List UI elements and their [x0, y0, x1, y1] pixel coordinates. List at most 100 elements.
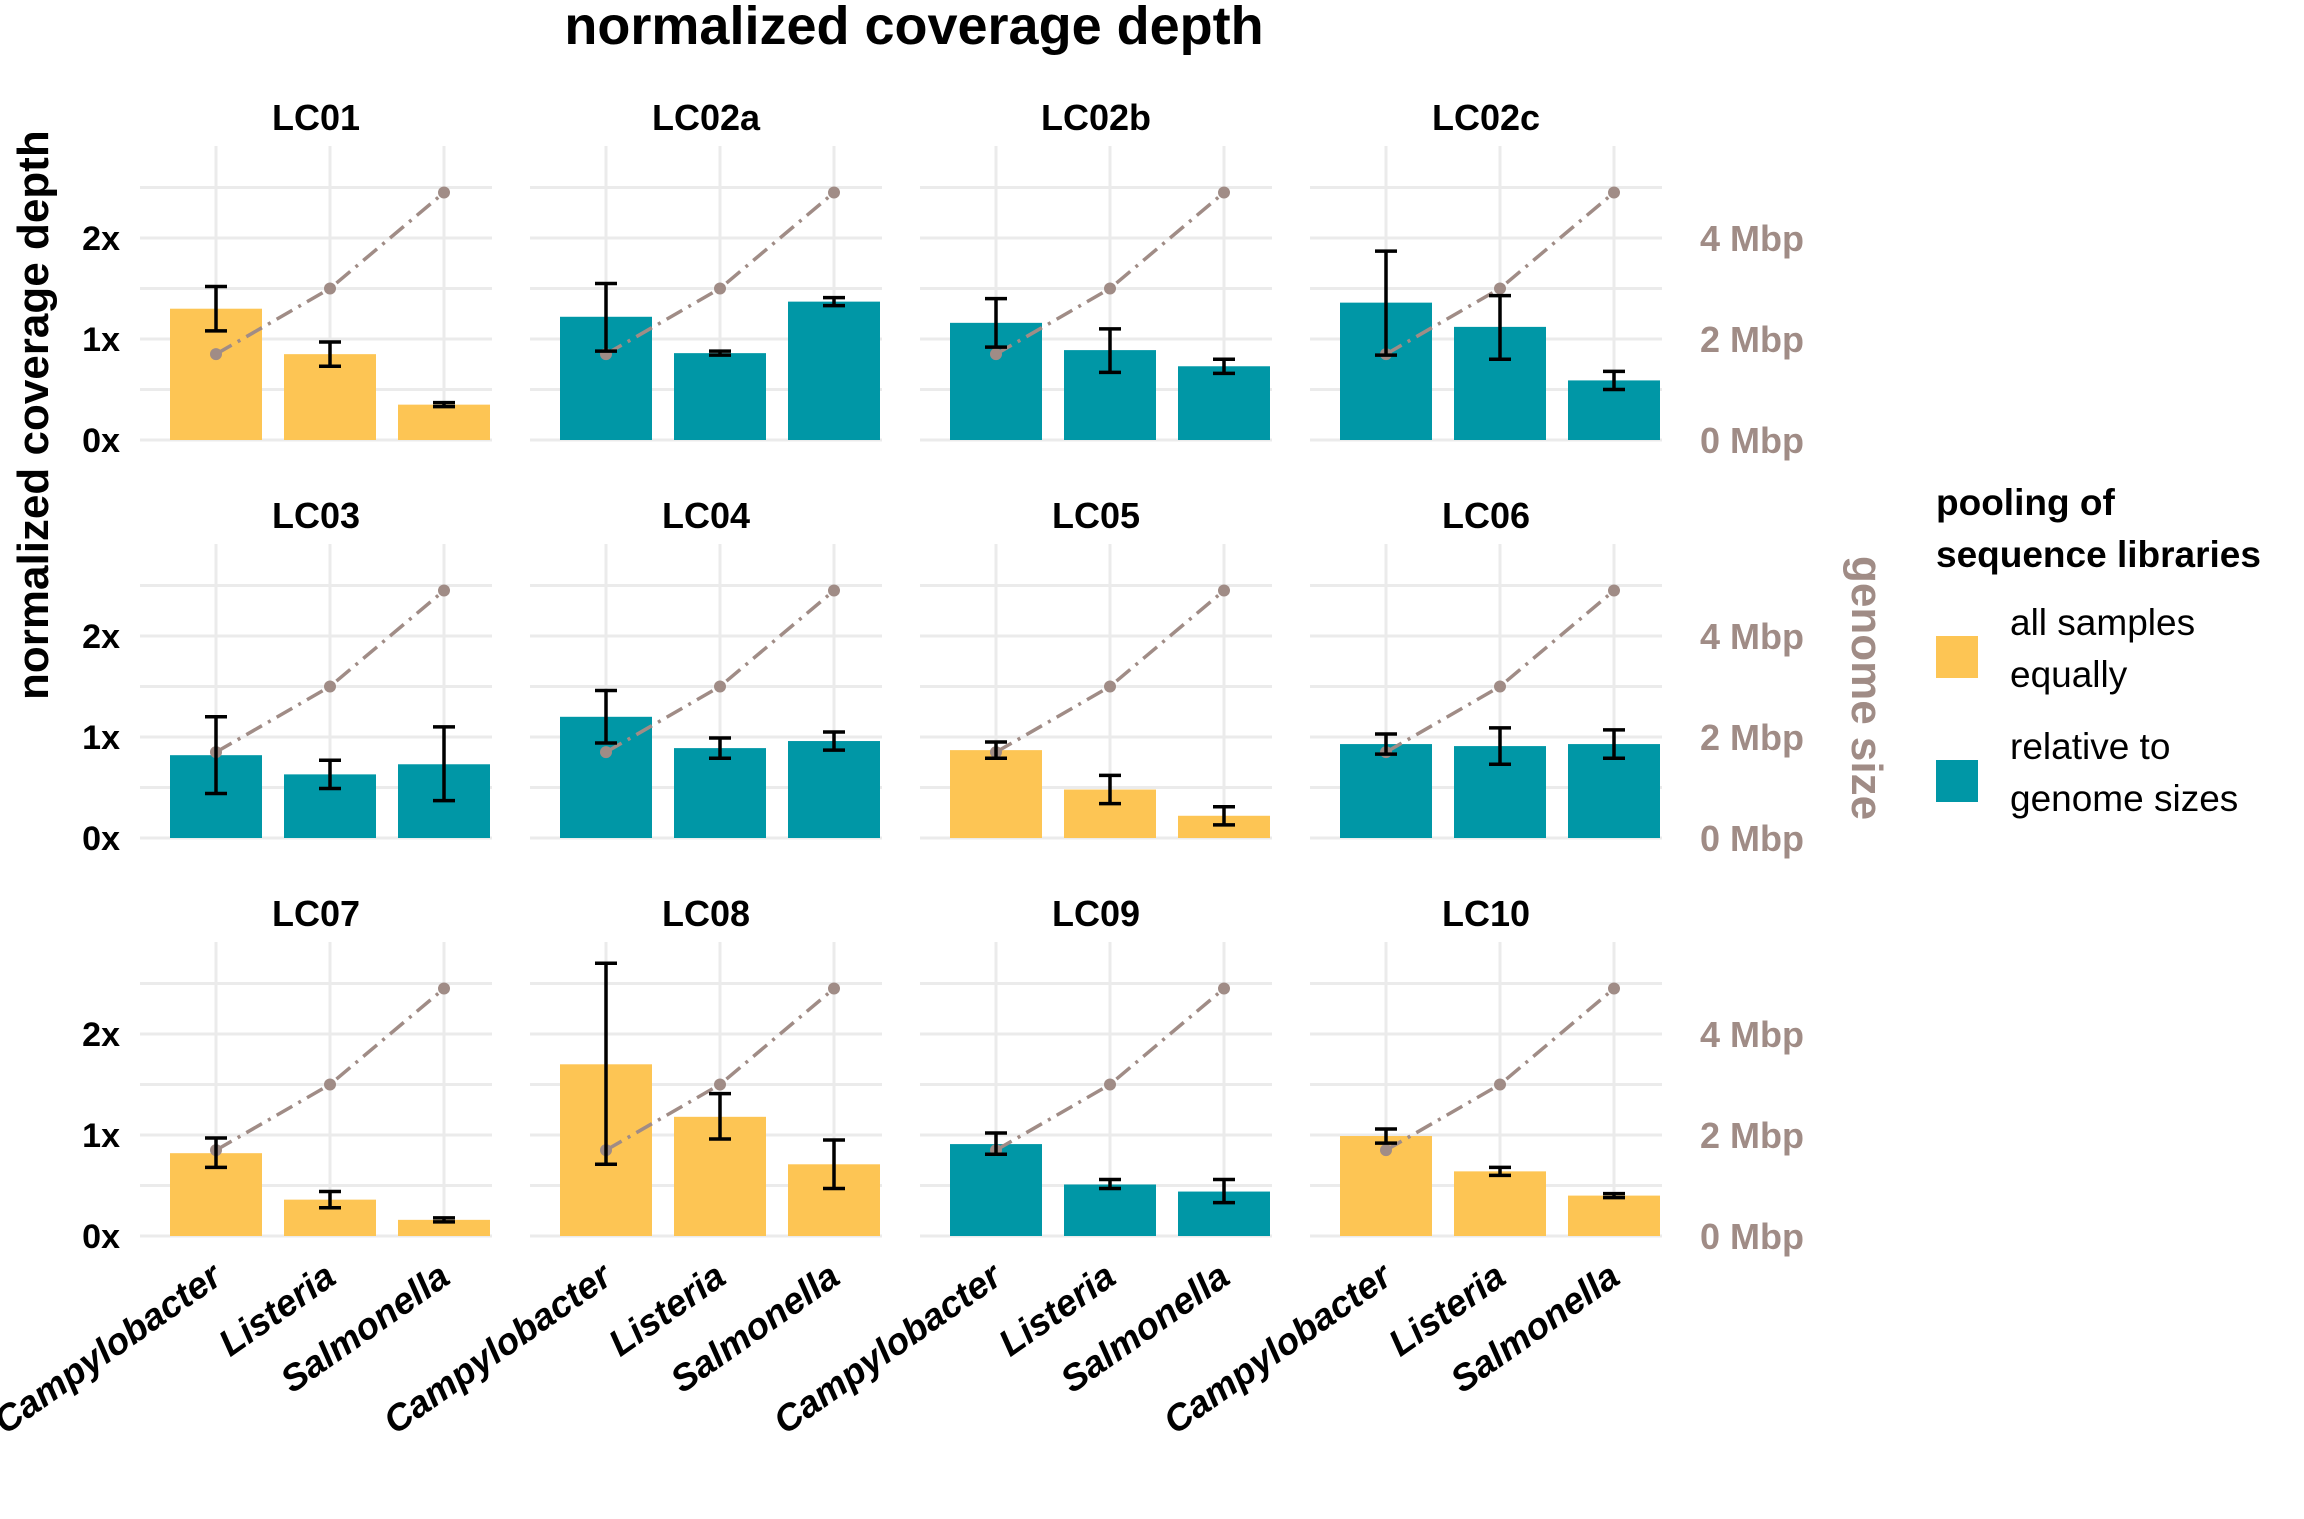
legend-label: relative to [2010, 726, 2170, 767]
error-bar [205, 1136, 227, 1170]
genome-size-point [1104, 680, 1116, 693]
bar-listeria [1454, 1171, 1546, 1236]
error-bar [985, 740, 1007, 760]
facet-lc08: LC08 [530, 893, 882, 1238]
facet-title: LC05 [1052, 495, 1140, 536]
y-axis-label: normalized coverage depth [9, 130, 58, 700]
error-bar [1489, 293, 1511, 361]
facet-lc04: LC04 [530, 495, 882, 840]
error-bar [1213, 357, 1235, 376]
y2-tick-label: 2 Mbp [1700, 319, 1804, 360]
genome-size-point [1494, 680, 1506, 693]
facet-title: LC06 [1442, 495, 1530, 536]
error-bar [433, 400, 455, 409]
error-bar [985, 1131, 1007, 1156]
genome-size-point [828, 186, 840, 199]
error-bar [1375, 249, 1397, 357]
y-tick-label: 0x [82, 422, 120, 460]
error-bar [1375, 732, 1397, 756]
facet-lc02c: LC02c 0 Mbp 2 Mbp 4 Mbp [1310, 97, 1804, 461]
legend-label: equally [2010, 654, 2128, 695]
facet-lc02a: LC02a [530, 97, 882, 442]
bar-listeria [674, 748, 766, 838]
facet-lc10: LC10 0 Mbp 2 Mbp 4 Mbp [1310, 893, 1804, 1257]
genome-size-point [1494, 282, 1506, 295]
genome-size-point [714, 680, 726, 693]
bar-salmonella [788, 741, 880, 838]
error-bar [433, 1216, 455, 1224]
y-tick-label: 1x [82, 719, 120, 757]
error-bar [319, 758, 341, 791]
facet-title: LC07 [272, 893, 360, 934]
legend-title: sequence libraries [1936, 534, 2261, 575]
error-bar [823, 1138, 845, 1191]
genome-size-point [1218, 186, 1230, 199]
error-bar [595, 281, 617, 353]
genome-size-point [1218, 584, 1230, 597]
genome-size-point [1608, 982, 1620, 995]
error-bar [319, 1189, 341, 1210]
facet-lc01: LC01 0x 1x 2x [82, 97, 492, 460]
y-tick-label: 2x [82, 220, 120, 258]
facet-lc07: LC07 0x 1x 2x [82, 893, 492, 1256]
error-bar [1603, 728, 1625, 760]
facet-lc09: LC09 [920, 893, 1272, 1238]
legend-swatch [1936, 636, 1978, 678]
bar-campylobacter [950, 750, 1042, 838]
facet-title: LC10 [1442, 893, 1530, 934]
y2-tick-label: 2 Mbp [1700, 717, 1804, 758]
genome-size-point [1608, 584, 1620, 597]
genome-size-point [1380, 1144, 1392, 1157]
genome-size-point [1218, 982, 1230, 995]
error-bar [1213, 1177, 1235, 1205]
facet-title: LC04 [662, 495, 750, 536]
error-bar [985, 296, 1007, 349]
genome-size-point [828, 584, 840, 597]
chart-title: normalized coverage depth [564, 0, 1263, 56]
facet-title: LC03 [272, 495, 360, 536]
legend: pooling of sequence libraries all samples e… [1936, 482, 2261, 819]
genome-size-point [990, 348, 1002, 361]
bar-salmonella [1178, 815, 1270, 838]
error-bar [709, 736, 731, 760]
error-bar [595, 688, 617, 745]
facet-title: LC09 [1052, 893, 1140, 934]
facet-title: LC02c [1432, 97, 1540, 138]
facet-title: LC01 [272, 97, 360, 138]
genome-size-point [1608, 186, 1620, 199]
genome-size-point [1494, 1078, 1506, 1091]
error-bar [433, 725, 455, 803]
y-tick-label: 0x [82, 1218, 120, 1256]
error-bar [1213, 804, 1235, 827]
legend-title: pooling of [1936, 482, 2115, 523]
error-bar [1489, 1165, 1511, 1178]
legend-item-equal: all samples equally [1936, 602, 2195, 695]
y-tick-label: 0x [82, 820, 120, 858]
genome-size-point [210, 348, 222, 361]
y2-tick-label: 0 Mbp [1700, 1216, 1804, 1257]
genome-size-point [714, 282, 726, 295]
legend-item-relative: relative to genome sizes [1936, 726, 2238, 819]
error-bar [823, 730, 845, 752]
error-bar [1099, 1177, 1121, 1191]
y2-tick-label: 4 Mbp [1700, 1014, 1804, 1055]
facet-lc05: LC05 [920, 495, 1272, 840]
error-bar [319, 340, 341, 369]
x-axis-tick-labels: CampylobacterListeriaSalmonellaCampyloba… [0, 1253, 1627, 1441]
legend-label: all samples [2010, 602, 2195, 643]
y-tick-label: 2x [82, 618, 120, 656]
y-tick-label: 1x [82, 321, 120, 359]
genome-size-point [438, 584, 450, 597]
y2-tick-label: 0 Mbp [1700, 420, 1804, 461]
bar-salmonella [788, 301, 880, 440]
error-bar [1603, 369, 1625, 392]
facet-title: LC08 [662, 893, 750, 934]
genome-size-point [438, 982, 450, 995]
error-bar [709, 349, 731, 357]
error-bar [205, 284, 227, 333]
bar-salmonella [1568, 1195, 1660, 1236]
bar-listeria [284, 354, 376, 440]
facet-panels: LC01 0x 1x 2x LC02a LC02b LC02c 0 Mbp 2 Mbp 4 Mbp… [82, 97, 1804, 1257]
bar-campylobacter [950, 1144, 1042, 1236]
